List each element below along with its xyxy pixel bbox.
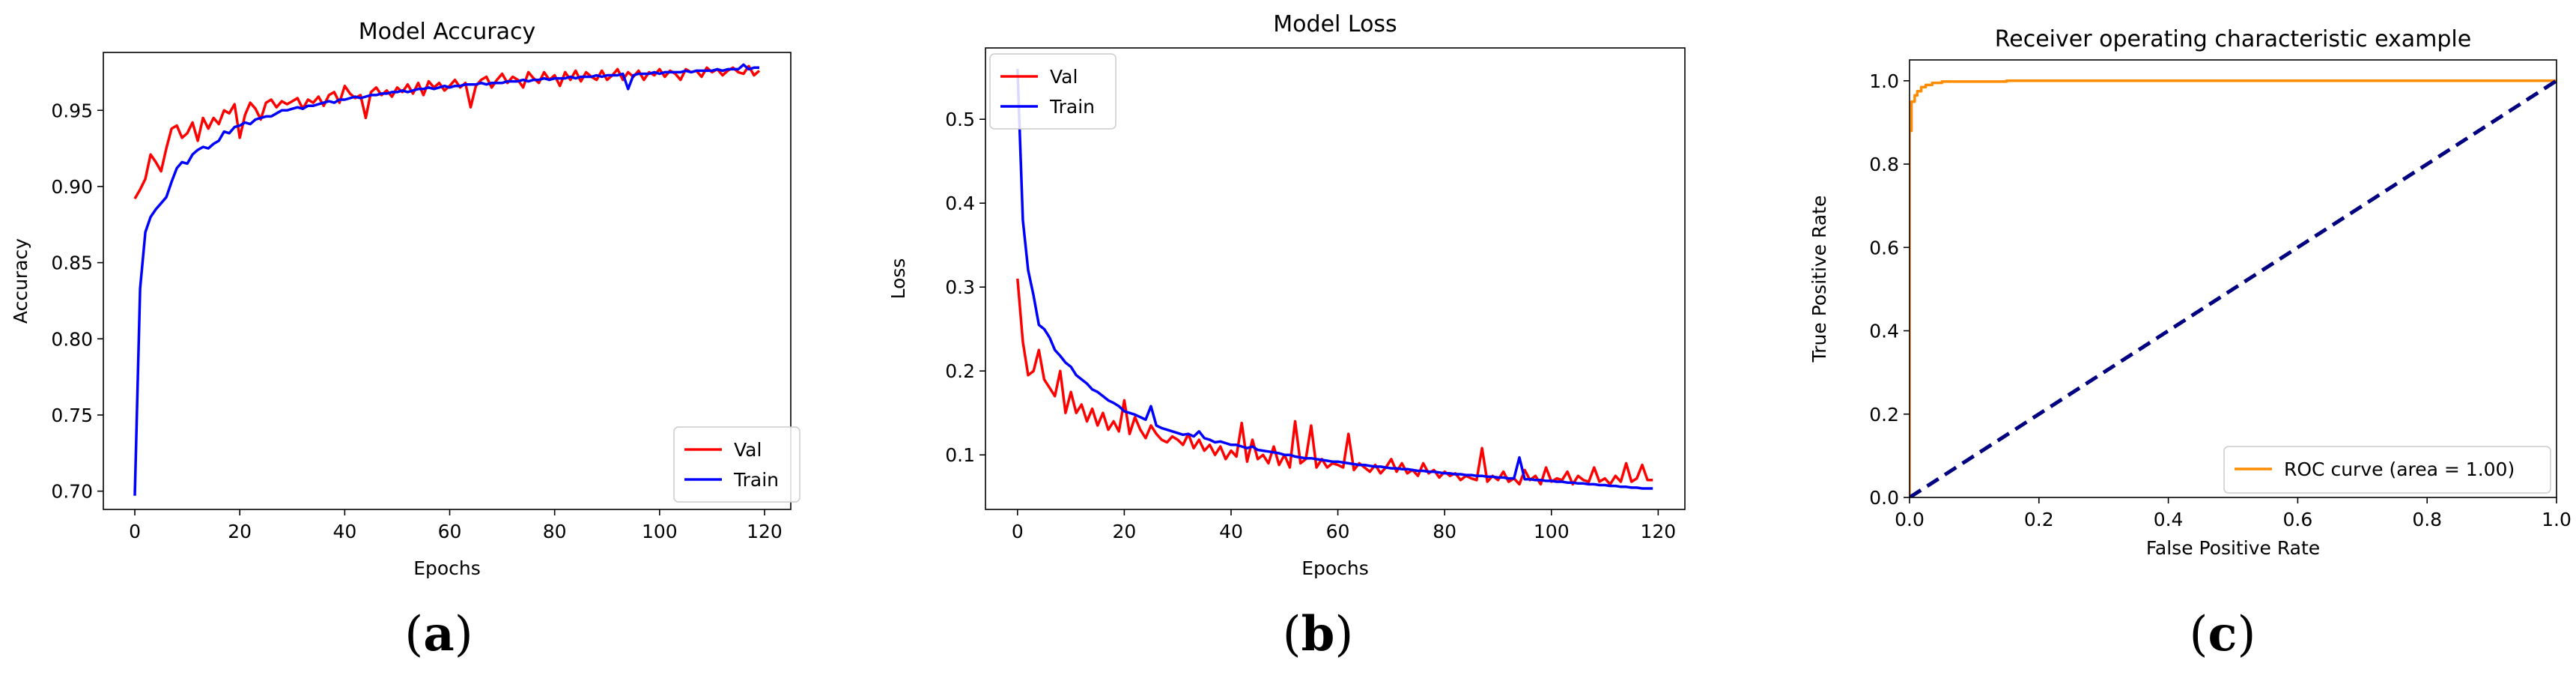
legend-entry: Val	[1050, 66, 1078, 88]
x-tick-label: 120	[747, 521, 783, 542]
legend: ROC curve (area = 1.00)	[2223, 446, 2551, 494]
legend-box	[989, 53, 1117, 130]
y-tick-label: 0.95	[51, 100, 93, 121]
x-tick-label: 80	[1433, 521, 1456, 542]
series-line-roc-curve-area-1-00	[1910, 79, 2557, 497]
panel-caption-a: (a)	[404, 606, 473, 662]
axes-frame	[1909, 59, 2557, 498]
y-axis-label: True Positive Rate	[1808, 196, 1830, 363]
legend-box	[2223, 446, 2551, 494]
x-tick-label: 40	[332, 521, 356, 542]
legend-entry: Val	[734, 439, 762, 461]
x-tick-label: 0.4	[2154, 509, 2184, 530]
y-tick-label: 1.0	[1869, 70, 1899, 92]
series-line-train	[133, 63, 759, 496]
legend-box	[673, 426, 801, 503]
x-tick-label: 0.0	[1895, 509, 1925, 530]
series-line-train	[1016, 68, 1653, 490]
x-tick-label: 20	[228, 521, 252, 542]
panel-caption-c: (c)	[2190, 606, 2256, 662]
chart-3: 0.0 0.2 0.4 0.6 0.8 1.0 0.0 0.2 0.4 0.6 0.8 1.0 Rece…	[1808, 26, 2572, 559]
chart-title: Model Loss	[1273, 11, 1397, 37]
x-tick-label: 0	[1012, 521, 1024, 542]
x-axis-label: Epochs	[1301, 557, 1369, 579]
x-tick-label: 0.8	[2412, 509, 2442, 530]
y-tick-label: 0.5	[945, 109, 975, 130]
x-tick-label: 0	[129, 521, 141, 542]
legend: Val Train	[673, 426, 801, 503]
series-line-val	[1016, 278, 1653, 486]
x-axis-label: Epochs	[413, 557, 481, 579]
x-axis-label: False Positive Rate	[2146, 537, 2320, 559]
chart-title: Model Accuracy	[359, 19, 536, 45]
y-tick-label: 0.85	[51, 252, 93, 274]
y-tick-label: 0.80	[51, 328, 93, 350]
y-tick-label: 0.70	[51, 481, 93, 503]
x-tick-label: 100	[1534, 521, 1570, 542]
y-tick-label: 0.8	[1869, 154, 1899, 175]
x-tick-label: 60	[438, 521, 462, 542]
axes-frame	[103, 52, 792, 510]
chart-title: Receiver operating characteristic exampl…	[1995, 26, 2471, 52]
y-tick-label: 0.2	[1869, 404, 1899, 426]
series-line-val	[133, 64, 761, 200]
x-tick-label: 40	[1219, 521, 1243, 542]
x-tick-label: 80	[543, 521, 567, 542]
x-tick-label: 20	[1112, 521, 1136, 542]
x-tick-label: 60	[1326, 521, 1350, 542]
y-axis-label: Accuracy	[10, 238, 31, 324]
series-line-chance	[1910, 79, 2557, 497]
legend-entry: Train	[1049, 96, 1095, 118]
y-tick-label: 0.2	[945, 360, 975, 382]
y-tick-label: 0.4	[1869, 321, 1899, 342]
y-tick-label: 0.3	[945, 276, 975, 298]
x-tick-label: 120	[1640, 521, 1676, 542]
legend: Val Train	[989, 53, 1117, 130]
x-tick-label: 100	[642, 521, 678, 542]
x-tick-label: 0.6	[2283, 509, 2313, 530]
chart-1: 0 20 40 60 80 100 120 0.70 0.75 0.80 0.85 0.90 0.95 M…	[10, 19, 801, 579]
legend-entry: ROC curve (area = 1.00)	[2284, 458, 2515, 480]
chart-2: 0 20 40 60 80 100 120 0.1 0.2 0.3 0.4 0.5 Model Loss…	[887, 11, 1686, 579]
x-tick-label: 0.2	[2024, 509, 2054, 530]
panel-caption-b: (b)	[1283, 606, 1354, 662]
legend-entry: Train	[733, 469, 779, 491]
y-tick-label: 0.1	[945, 444, 975, 466]
y-tick-label: 0.90	[51, 176, 93, 198]
y-tick-label: 0.75	[51, 405, 93, 426]
y-tick-label: 0.6	[1869, 237, 1899, 258]
x-tick-label: 1.0	[2542, 509, 2572, 530]
axes-frame	[985, 47, 1686, 510]
y-tick-label: 0.4	[945, 193, 975, 214]
y-tick-label: 0.0	[1869, 487, 1899, 509]
y-axis-label: Loss	[887, 258, 909, 300]
